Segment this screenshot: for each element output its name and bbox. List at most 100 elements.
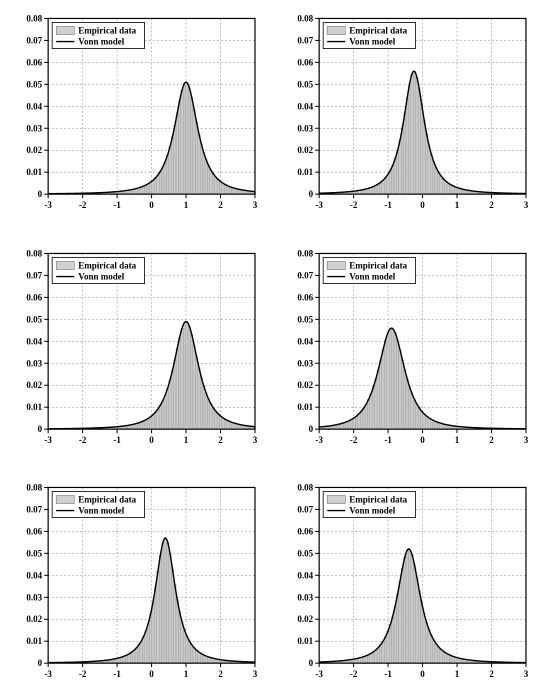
chart-panel-0: -3-2-1012300.010.020.030.040.050.060.070…: [10, 10, 261, 217]
xtick-label: -3: [44, 670, 52, 680]
ytick-label: 0.02: [26, 380, 42, 390]
xtick-label: -1: [384, 435, 392, 445]
legend-label-model: Vonn model: [349, 37, 396, 47]
legend-label-model: Vonn model: [349, 506, 396, 516]
xtick-label: -3: [44, 200, 52, 210]
ytick-label: 0.03: [297, 123, 313, 133]
ytick-label: 0.08: [26, 13, 42, 23]
legend-label-empirical: Empirical data: [78, 495, 136, 505]
ytick-label: 0.08: [297, 483, 313, 493]
xtick-label: 0: [149, 435, 154, 445]
xtick-label: -1: [113, 200, 121, 210]
ytick-label: 0.08: [26, 483, 42, 493]
ytick-label: 0.06: [297, 527, 313, 537]
legend-label-empirical: Empirical data: [349, 495, 407, 505]
legend-label-model: Vonn model: [78, 506, 125, 516]
ytick-label: 0.06: [26, 527, 42, 537]
panel-svg-4: -3 -2 -1 0 1 2 3 0 0.01 0.02 0.03 0.04 0.05 0.06 0.07 0…: [10, 479, 261, 686]
legend-swatch-empirical: [56, 496, 74, 504]
ytick-label: 0.05: [26, 549, 42, 559]
legend-label-empirical: Empirical data: [78, 260, 136, 270]
xtick-label: 2: [218, 435, 223, 445]
xtick-label: -2: [79, 435, 87, 445]
xtick-label: 3: [253, 670, 258, 680]
ytick-label: 0.04: [297, 336, 313, 346]
legend-label-empirical: Empirical data: [349, 260, 407, 270]
xtick-label: 1: [455, 200, 460, 210]
xtick-label: 0: [420, 200, 425, 210]
xtick-label: 0: [420, 435, 425, 445]
xtick-label: -2: [79, 670, 87, 680]
xtick-label: -3: [315, 670, 323, 680]
xtick-label: 1: [184, 670, 189, 680]
legend-swatch-empirical: [327, 496, 345, 504]
ytick-label: 0.07: [26, 270, 42, 280]
xtick-label: -3: [44, 435, 52, 445]
ytick-label: 0.04: [26, 101, 42, 111]
ytick-label: 0.02: [297, 615, 313, 625]
chart-panel-1: -3-2-1012300.010.020.030.040.050.060.070…: [281, 10, 532, 217]
xtick-label: -1: [113, 670, 121, 680]
ytick-label: 0.08: [26, 248, 42, 258]
xtick-label: 0: [420, 670, 425, 680]
legend-label-model: Vonn model: [78, 37, 125, 47]
chart-grid: -3 -2 -1 0 1 2 3 0 0.01 0.02 0.03 0.04 0.05 0.06 0.07 0…: [10, 10, 532, 686]
legend-label-model: Vonn model: [349, 271, 396, 281]
ytick-label: 0.04: [26, 336, 42, 346]
ytick-label: 0.07: [297, 35, 313, 45]
panel-svg-1: -3-2-1012300.010.020.030.040.050.060.070…: [281, 10, 532, 217]
xtick-label: -2: [350, 670, 358, 680]
ytick-label: 0.08: [297, 13, 313, 23]
ytick-label: 0.07: [297, 270, 313, 280]
ytick-label: 0: [309, 189, 314, 199]
legend-label-empirical: Empirical data: [349, 26, 407, 36]
ytick-label: 0.04: [26, 571, 42, 581]
ytick-label: 0.05: [26, 79, 42, 89]
ytick-label: 0.06: [26, 292, 42, 302]
ytick-label: 0.03: [26, 593, 42, 603]
ytick-label: 0.01: [26, 167, 42, 177]
ytick-label: 0: [38, 658, 43, 668]
ytick-label: 0.05: [26, 314, 42, 324]
xtick-label: 2: [218, 200, 223, 210]
xtick-label: -1: [384, 200, 392, 210]
xtick-label: 3: [524, 670, 529, 680]
panel-svg-2: -3-2-1012300.010.020.030.040.050.060.070…: [10, 245, 261, 452]
xtick-label: -2: [350, 435, 358, 445]
ytick-label: 0.07: [26, 35, 42, 45]
legend-swatch-empirical: [56, 26, 74, 34]
xtick-label: 2: [218, 670, 223, 680]
chart-panel-5: -3-2-1012300.010.020.030.040.050.060.070…: [281, 479, 532, 686]
legend-swatch-empirical: [327, 26, 345, 34]
ytick-label: 0.02: [26, 145, 42, 155]
ytick-label: 0.03: [26, 358, 42, 368]
ytick-label: 0.06: [297, 292, 313, 302]
ytick-label: 0.04: [297, 571, 313, 581]
ytick-label: 0.07: [297, 505, 313, 515]
ytick-label: 0.05: [297, 79, 313, 89]
ytick-label: 0.03: [26, 123, 42, 133]
ytick-label: 0: [38, 424, 43, 434]
xtick-label: -2: [79, 200, 87, 210]
xtick-label: -2: [350, 200, 358, 210]
ytick-label: 0.08: [297, 248, 313, 258]
xtick-label: 3: [524, 200, 529, 210]
ytick-label: 0.01: [297, 637, 313, 647]
panel-svg-0: -3-2-1012300.010.020.030.040.050.060.070…: [10, 10, 261, 217]
ytick-label: 0.01: [297, 167, 313, 177]
ytick-label: 0.05: [297, 314, 313, 324]
ytick-label: 0.04: [297, 101, 313, 111]
legend-label-model: Vonn model: [78, 271, 125, 281]
ytick-label: 0.02: [26, 615, 42, 625]
xtick-label: 3: [524, 435, 529, 445]
ytick-label: 0.07: [26, 505, 42, 515]
xtick-label: 3: [253, 435, 258, 445]
ytick-label: 0: [38, 189, 43, 199]
xtick-label: 0: [149, 200, 154, 210]
ytick-label: 0.01: [26, 637, 42, 647]
xtick-label: 1: [184, 435, 189, 445]
xtick-label: 0: [149, 670, 154, 680]
ytick-label: 0.01: [26, 402, 42, 412]
chart-panel-4: -3 -2 -1 0 1 2 3 0 0.01 0.02 0.03 0.04 0.05 0.06 0.07 0…: [10, 479, 261, 686]
panel-svg-5: -3-2-1012300.010.020.030.040.050.060.070…: [281, 479, 532, 686]
